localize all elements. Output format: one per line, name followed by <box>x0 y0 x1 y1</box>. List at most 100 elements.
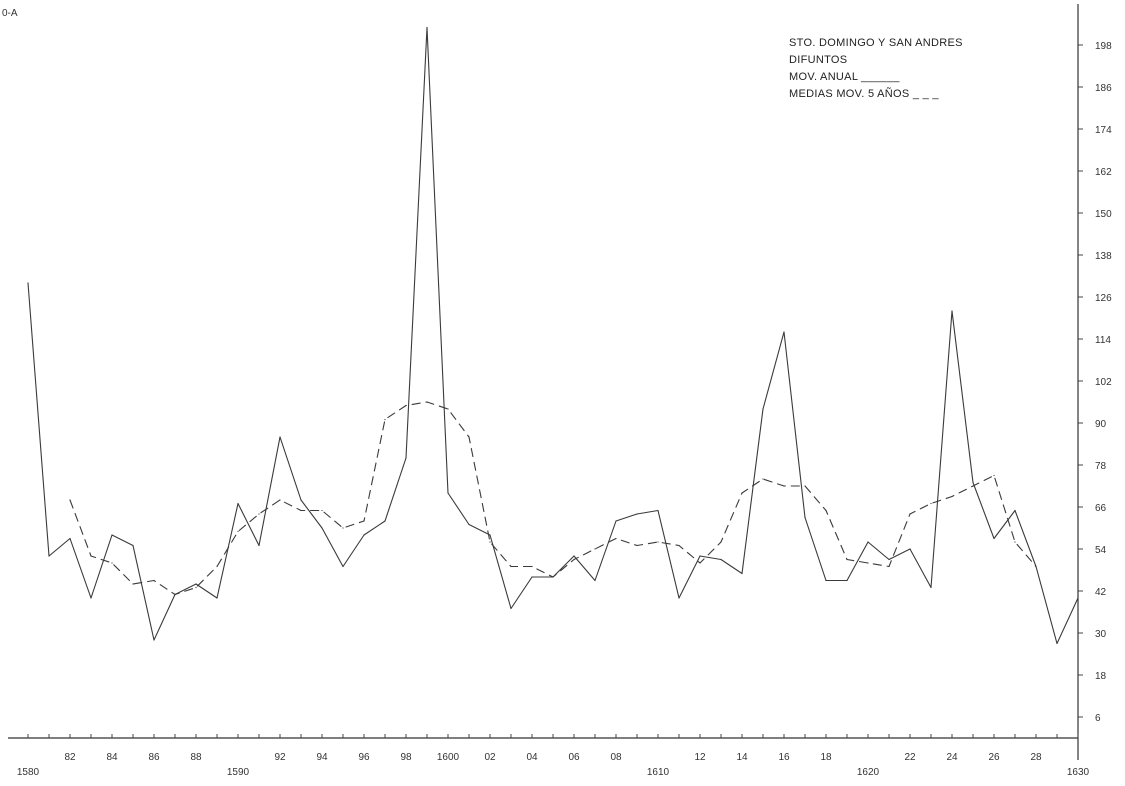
corner-label: 0-A <box>2 8 18 19</box>
moving-average-point <box>594 548 596 550</box>
y-tick-label: 102 <box>1095 377 1112 388</box>
annual-point <box>237 502 239 505</box>
moving-average-point <box>195 586 197 589</box>
moving-average-point <box>510 565 512 568</box>
annual-point <box>405 457 407 459</box>
annual-point <box>573 555 575 557</box>
annual-point <box>300 499 302 501</box>
moving-average-point <box>762 478 764 480</box>
x-tick-label: 12 <box>694 752 706 763</box>
x-tick-label: 1580 <box>17 767 40 778</box>
x-tick-label: 94 <box>316 752 328 763</box>
x-tick-label: 02 <box>484 752 496 763</box>
moving-average-point <box>237 530 239 533</box>
annual-point <box>594 579 596 582</box>
annual-point <box>825 579 827 582</box>
moving-average-point <box>552 576 554 578</box>
y-tick-label: 30 <box>1095 629 1107 640</box>
series-layer <box>27 26 1079 645</box>
annual-point <box>741 572 743 575</box>
y-tick-label: 114 <box>1095 335 1111 346</box>
x-tick-label: 04 <box>526 752 538 763</box>
y-ticks: 6 18 30 42 54 66 78 90 102 114 126 138 150 162 174 186 1… <box>1078 41 1112 724</box>
annual-point <box>216 597 218 599</box>
annual-point <box>699 555 701 557</box>
moving-average-point <box>447 408 449 410</box>
moving-average-point <box>384 418 386 421</box>
x-tick-label: 1620 <box>857 767 880 778</box>
annual-point <box>48 555 50 557</box>
x-tick-label: 18 <box>820 752 832 763</box>
x-tick-label: 28 <box>1030 752 1042 763</box>
y-tick-label: 198 <box>1095 41 1112 52</box>
annual-point <box>363 534 365 536</box>
moving-average-point <box>1035 565 1037 568</box>
moving-average-point <box>699 562 701 564</box>
y-tick-label: 150 <box>1095 209 1112 220</box>
y-tick-label: 66 <box>1095 503 1107 514</box>
moving-average-point <box>531 565 533 568</box>
moving-average-point <box>468 436 470 438</box>
y-tick-label: 162 <box>1095 167 1112 178</box>
x-tick-label: 1630 <box>1067 767 1090 778</box>
annual-point <box>195 583 197 585</box>
x-tick-label: 86 <box>148 752 160 763</box>
y-tick-label: 174 <box>1095 125 1112 136</box>
moving-average-point <box>363 520 365 522</box>
moving-average-point <box>783 485 785 487</box>
moving-average-point <box>615 537 617 540</box>
annual-point <box>804 516 806 519</box>
x-tick-label: 96 <box>358 752 370 763</box>
legend-annual-series: MOV. ANUAL ______ <box>789 71 900 83</box>
annual-point <box>531 576 533 578</box>
annual-point <box>846 579 848 582</box>
annual-point <box>468 523 470 526</box>
x-tick-label: 84 <box>106 752 118 763</box>
x-tick-label: 1590 <box>227 767 250 778</box>
moving-average-point <box>930 502 932 505</box>
annual-point <box>1077 597 1079 599</box>
annual-point <box>510 607 512 610</box>
annual-point <box>720 558 722 561</box>
moving-average-point <box>321 509 323 512</box>
y-tick-label: 90 <box>1095 419 1107 430</box>
moving-average-point <box>342 527 344 529</box>
annual-point <box>762 408 764 410</box>
annual-point <box>615 520 617 522</box>
annual-line <box>27 26 1079 645</box>
annual-point <box>258 544 260 547</box>
y-tick-label: 6 <box>1095 713 1101 724</box>
x-tick-label: 1610 <box>647 767 670 778</box>
y-tick-label: 186 <box>1095 83 1112 94</box>
moving-average-point <box>174 593 176 596</box>
moving-average-point <box>300 509 302 512</box>
moving-average-point <box>1014 541 1016 543</box>
annual-point <box>1014 509 1016 512</box>
moving-average-point <box>216 565 218 568</box>
x-tick-label: 1600 <box>437 752 460 763</box>
annual-point <box>321 527 323 529</box>
moving-average-point <box>132 583 134 585</box>
y-tick-label: 54 <box>1095 545 1107 556</box>
annual-point <box>153 639 155 641</box>
x-tick-label: 24 <box>946 752 958 763</box>
annual-point <box>657 509 659 512</box>
annual-point <box>951 310 953 312</box>
annual-point <box>1056 642 1058 645</box>
x-ticks: 1580 82 84 86 88 1590 92 94 96 98 1600 02 04 06 08 1610… <box>17 734 1090 778</box>
moving-average-point <box>279 499 281 501</box>
moving-average-point <box>825 509 827 512</box>
annual-point <box>636 513 638 515</box>
moving-average-point <box>153 579 155 582</box>
x-tick-label: 14 <box>736 752 748 763</box>
moving-average-point <box>720 541 722 543</box>
annual-point <box>69 537 71 540</box>
moving-average-point <box>426 401 428 403</box>
moving-average-point <box>909 513 911 515</box>
annual-point <box>132 544 134 547</box>
y-tick-label: 138 <box>1095 251 1112 262</box>
legend-moving-average-series: MEDIAS MOV. 5 AÑOS _ _ _ <box>789 87 939 100</box>
moving-average-point <box>951 495 953 498</box>
moving-average-line <box>69 401 1037 596</box>
annual-point <box>783 331 785 333</box>
